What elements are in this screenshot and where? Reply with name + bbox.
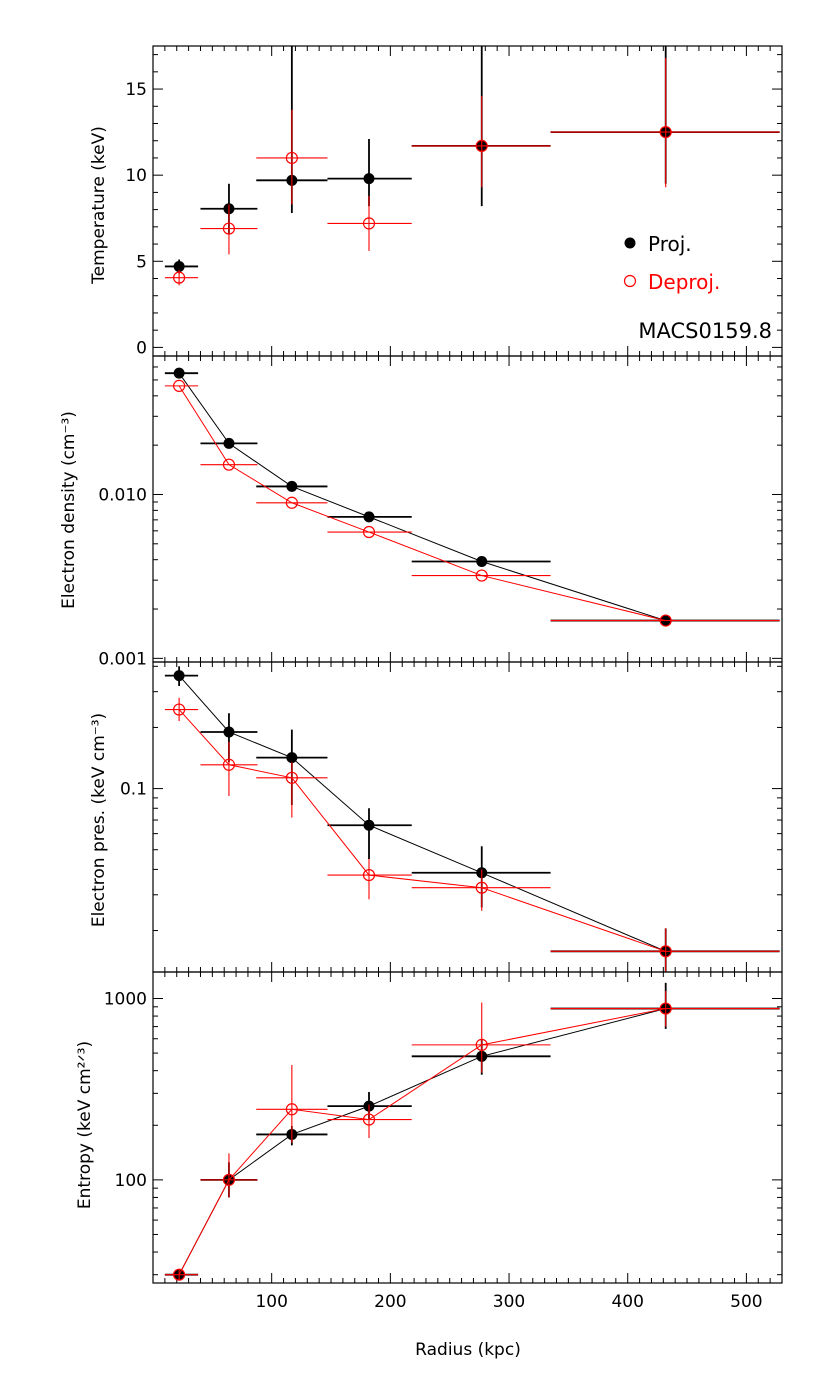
y-tick-label: 0.010 [98,485,147,505]
data-point [363,819,375,831]
series-proj [164,982,780,1281]
legend-marker-proj [624,237,636,249]
panel-frame [152,355,783,663]
panel-frame [152,661,783,973]
x-tick-label: 500 [730,1292,762,1312]
data-point [659,945,672,958]
x-tick-label: 300 [493,1292,525,1312]
data-point [659,1002,672,1015]
cluster-annotation: MACS0159.8 [638,319,772,343]
data-point [362,1113,376,1126]
series-proj [164,666,780,972]
series-deproj [164,697,780,972]
y-axis-title-pressure: Electron pres. (keV cm⁻³) [89,713,109,927]
data-point [223,726,235,738]
data-point [475,881,488,894]
legend-label-deproj: Deproj. [648,270,720,294]
y-tick-label: 10 [125,166,147,186]
y-tick-label: 5 [136,252,147,272]
y-axis-title-density: Electron density (cm⁻³) [59,411,79,609]
data-point [173,703,186,716]
x-tick-label: 200 [374,1292,406,1312]
data-point [659,126,672,139]
data-point [173,367,185,379]
legend-label-proj: Proj. [648,232,692,256]
data-point [286,480,298,492]
x-tick-label: 100 [255,1292,287,1312]
data-point [475,139,488,152]
data-point [222,758,236,771]
data-point [363,173,375,185]
y-tick-label: 100 [115,1171,147,1191]
data-point [475,1038,488,1051]
data-point [363,511,375,523]
x-axis-title: Radius (kpc) [415,1340,521,1360]
data-point [173,1268,186,1281]
data-point [475,569,488,582]
data-point [659,614,672,627]
data-point [362,868,376,882]
y-axis-title-temperature: Temperature (keV) [89,126,109,285]
data-point [222,1173,236,1186]
y-tick-label: 1000 [104,990,147,1010]
data-point [285,1103,298,1116]
series-deproj [164,379,780,627]
data-point [222,222,236,235]
panel-frame [152,45,783,357]
panel-2: 0.1 [120,661,783,973]
panel-3: 100 1000 100 200 300 400 500 [104,971,783,1312]
y-axis-title-entropy: Entropy (keV cm²ᐟ³) [75,1041,95,1209]
series-deproj [164,58,780,286]
data-point [173,271,186,284]
data-point [223,437,235,449]
data-point [173,260,185,272]
series-line [178,385,666,622]
panel-1: 0.001 0.010 [98,355,783,669]
y-tick-label: 0 [136,338,147,358]
y-tick-label: 15 [125,80,147,100]
data-point [173,379,186,392]
data-point [222,458,236,471]
data-point [286,752,298,764]
series-line [178,372,666,622]
data-point [285,151,298,165]
panels-group: 0 5 10 15 0.001 0.010 0.1 100 1000 100 200 300 400 50… [98,45,783,1312]
data-point [173,670,185,682]
data-point [476,555,488,567]
series-proj [164,367,780,627]
panel-frame [152,971,783,1284]
series-deproj [164,990,780,1281]
series-line [178,709,666,952]
data-point [285,771,298,784]
x-tick-label: 400 [611,1292,643,1312]
y-tick-label: 0.001 [98,649,147,669]
legend: Proj. Deproj. [623,232,720,294]
series-line [178,675,666,952]
series-line [178,1008,666,1275]
y-tick-label: 0.1 [120,780,147,800]
data-point [285,496,298,509]
data-point [362,217,376,230]
data-point [362,525,376,539]
panel-0: 0 5 10 15 [125,45,783,358]
legend-marker-deproj [623,274,637,288]
series-line [178,1008,666,1275]
